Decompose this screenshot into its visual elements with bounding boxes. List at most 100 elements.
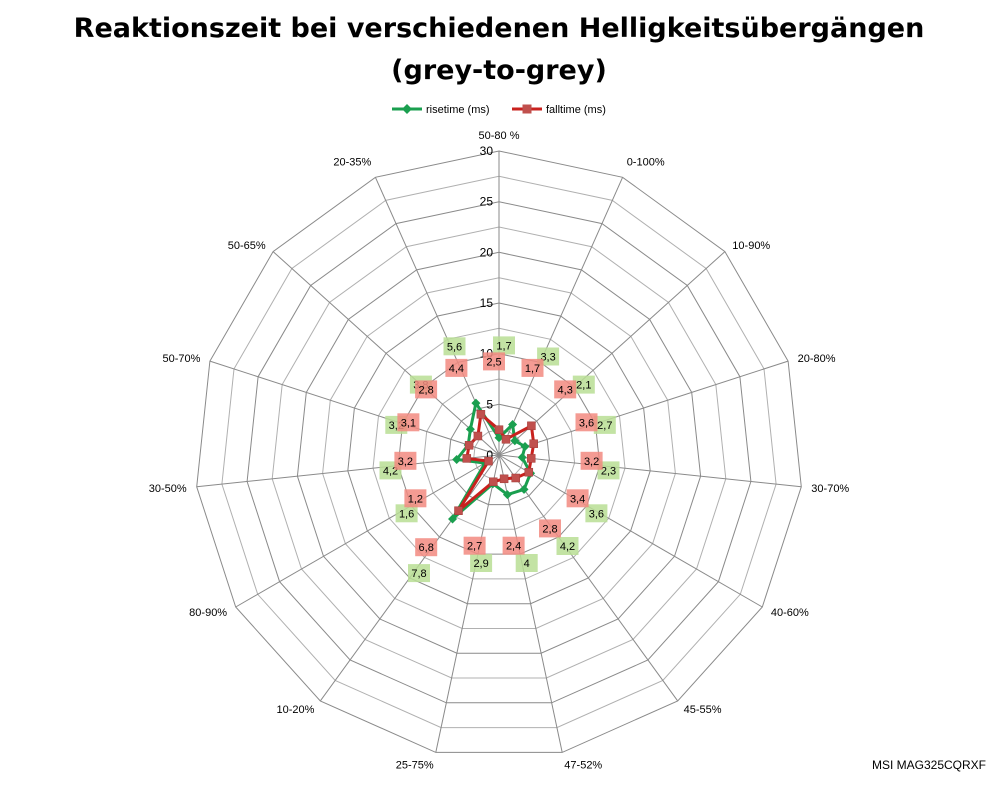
radial-tick-label: 20 (480, 245, 494, 259)
grid-ring (347, 302, 651, 605)
grid-ring (448, 403, 550, 506)
data-label: 3,1 (397, 413, 420, 432)
data-label: 2,8 (539, 519, 561, 538)
category-labels: 50-80 % 0-100% 10-90% 20-80% 30-70% 40-60% 45-… (149, 130, 850, 771)
data-label-bg (580, 451, 603, 470)
category-label: 50-65% (228, 240, 266, 252)
data-label-text: 3,6 (579, 417, 594, 429)
spoke-line (435, 454, 500, 753)
data-label-bg (470, 554, 493, 572)
data-label: 3,2 (580, 451, 603, 470)
grid-ring (296, 251, 702, 654)
spoke-line (498, 454, 763, 608)
radial-tick-label: 25 (480, 195, 494, 209)
data-point (494, 433, 504, 443)
data-label: 3,6 (575, 413, 598, 432)
data-label: 4,4 (445, 358, 468, 377)
grid-minor-ring (422, 378, 576, 530)
spoke-line (235, 454, 500, 608)
data-point (519, 484, 529, 494)
series-1 (454, 410, 538, 515)
data-point (462, 454, 472, 463)
data-label: 2,3 (597, 461, 620, 480)
legend: risetime (ms) falltime (ms) (392, 104, 606, 116)
data-point (527, 421, 536, 431)
grid-minor-ring (271, 226, 727, 679)
data-label-text: 4,2 (383, 465, 398, 477)
data-point (494, 425, 504, 434)
data-point (502, 490, 512, 500)
data-label: 3,2 (394, 451, 417, 470)
data-label-text: 4,2 (560, 541, 575, 553)
category-label: 25-75% (396, 759, 434, 771)
data-label-bg (443, 337, 466, 356)
category-label: 0-100% (627, 156, 665, 168)
data-label: 4,2 (556, 537, 579, 555)
category-label: 40-60% (771, 607, 809, 619)
data-label: 2,5 (483, 352, 505, 371)
spoke-line (498, 177, 624, 456)
chart-title-line1: Reaktionszeit bei verschiedenen Helligke… (73, 13, 925, 44)
data-label-bg (404, 489, 427, 508)
category-label: 10-20% (276, 704, 314, 716)
legend-marker (402, 104, 412, 114)
spoke-line (196, 454, 500, 488)
spoke-line (498, 251, 726, 456)
category-label: 30-50% (149, 483, 187, 495)
data-label: 4 (515, 554, 538, 572)
spoke-line (498, 360, 789, 456)
legend-label: risetime (ms) (426, 104, 490, 116)
data-label-text: 3,4 (570, 493, 585, 505)
data-label-bg (572, 375, 595, 394)
spoke-line (498, 454, 563, 753)
category-label: 10-90% (732, 240, 770, 252)
data-label-text: 2,7 (467, 541, 482, 553)
category-label: 30-70% (811, 483, 849, 495)
category-label: 50-70% (162, 353, 200, 365)
data-point (452, 454, 462, 464)
category-label: 20-35% (333, 156, 371, 168)
data-label-text: 2,9 (473, 558, 488, 570)
data-label-text: 7,8 (411, 568, 426, 580)
data-point (499, 474, 509, 484)
spoke-line (272, 251, 500, 456)
series-layer (448, 398, 538, 524)
data-label: 2,7 (463, 536, 486, 555)
data-label-text: 1,7 (525, 363, 540, 375)
data-label: 1,2 (404, 489, 427, 508)
radial-tick-label: 15 (480, 296, 494, 310)
data-label-bg (408, 564, 430, 583)
data-label-bg (415, 380, 438, 399)
data-label-bg (585, 504, 608, 523)
data-label-bg (397, 413, 420, 432)
data-point (510, 436, 520, 446)
data-label-text: 6,8 (419, 542, 434, 554)
data-point (473, 431, 483, 441)
data-point (465, 424, 475, 434)
spoke-line (209, 360, 500, 456)
data-label-text: 5,6 (447, 341, 462, 353)
data-label-text: 4 (524, 558, 530, 570)
data-label-text: 3,2 (398, 456, 413, 468)
data-label-bg (502, 536, 525, 555)
data-label-text: 2,3 (601, 465, 616, 477)
data-label-bg (395, 504, 418, 523)
data-label-bg (597, 461, 620, 480)
category-label: 50-80 % (479, 130, 520, 142)
data-label-bg (566, 489, 589, 508)
data-label-text: 1,7 (496, 340, 511, 352)
data-label-text: 3,6 (589, 508, 604, 520)
spoke-line (498, 454, 802, 488)
data-label: 2,4 (502, 536, 525, 555)
grid-ring (246, 201, 752, 704)
data-label-text: 2,1 (576, 380, 591, 392)
data-point (511, 473, 520, 483)
data-point (471, 398, 481, 408)
grid-minor-ring (322, 277, 676, 629)
data-label: 1,6 (395, 504, 418, 523)
data-label-bg (483, 352, 505, 371)
data-point (501, 435, 511, 444)
legend-marker (522, 104, 532, 114)
data-label-text: 3,2 (584, 456, 599, 468)
data-point (529, 439, 538, 448)
